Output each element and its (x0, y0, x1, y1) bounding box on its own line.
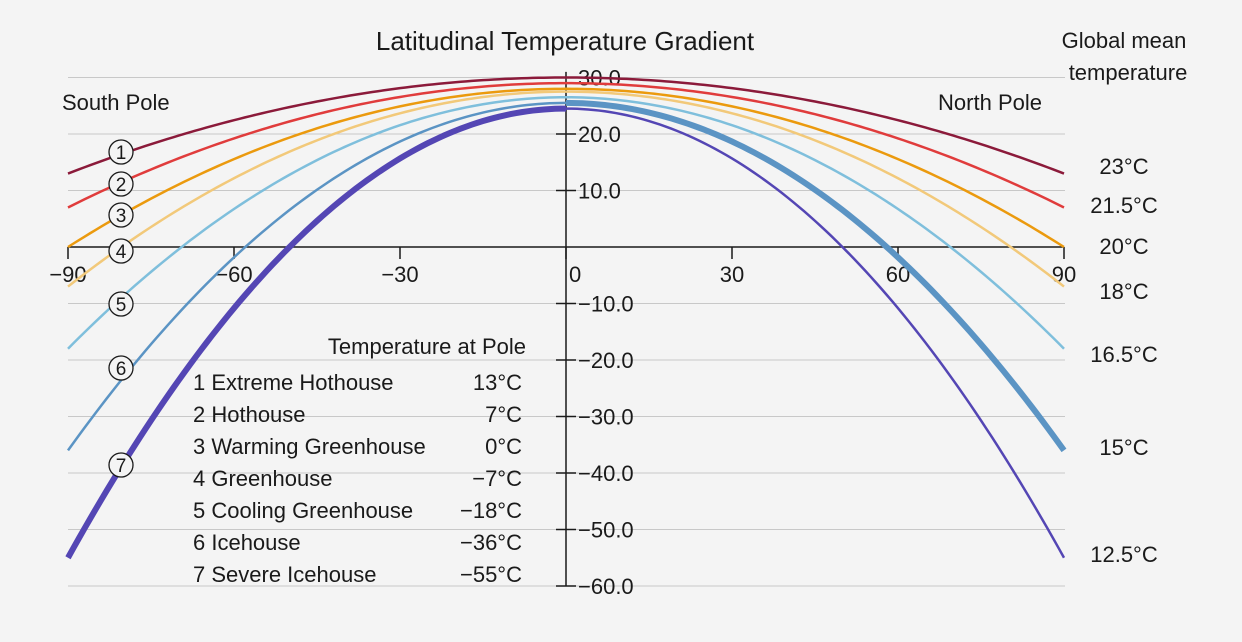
y-tick-label: −50.0 (578, 518, 634, 543)
series-marker-circle (108, 171, 134, 197)
x-tick-label: −60 (215, 262, 252, 287)
series-marker-number: 4 (116, 242, 127, 263)
x-tick-label: −90 (49, 262, 86, 287)
legend-entry-value: 0°C (485, 434, 522, 459)
y-tick-label: −40.0 (578, 461, 634, 486)
x-tick-label: 30 (720, 262, 744, 287)
y-tick-label: 10.0 (578, 179, 621, 204)
legend-entry-value: 13°C (473, 370, 522, 395)
global-mean-label: 16.5°C (1090, 342, 1158, 367)
legend-entry-label: 4 Greenhouse (193, 466, 332, 491)
series-line-6-south (66, 101, 567, 452)
legend-entry-label: 5 Cooling Greenhouse (193, 498, 413, 523)
series-line-3 (67, 87, 1065, 249)
global-mean-label: 20°C (1099, 234, 1148, 259)
series-marker-circle (108, 139, 134, 165)
legend-entry-value: −36°C (460, 530, 522, 555)
legend-entry-value: −55°C (460, 562, 522, 587)
series-layer: 1 2 3 4 5 6 7 23°C 21.5°C 20°C 18°C 16.5°C 15°C 12.5°… (65, 76, 1158, 567)
series-marker-number: 6 (116, 359, 127, 380)
series-marker-circle (108, 452, 134, 478)
series-line-2 (67, 81, 1065, 209)
series-line-7-south (65, 105, 567, 560)
series-marker-number: 2 (116, 175, 127, 196)
text-layer: Latitudinal Temperature Gradient Global … (62, 26, 1187, 359)
x-tick-label: 0 (569, 262, 581, 287)
series-line-6-north (565, 99, 1067, 453)
series-marker-number: 3 (116, 206, 127, 227)
global-mean-label: 18°C (1099, 279, 1148, 304)
x-tick-label: −30 (381, 262, 418, 287)
series-marker-circle (108, 291, 134, 317)
legend-header: Temperature at Pole (328, 334, 526, 359)
series-marker-number: 7 (116, 456, 127, 477)
series-marker-number: 5 (116, 295, 127, 316)
y-tick-label: 20.0 (578, 122, 621, 147)
legend-entry-label: 7 Severe Icehouse (193, 562, 376, 587)
series-marker-circle (108, 355, 134, 381)
chart-title: Latitudinal Temperature Gradient (376, 26, 755, 56)
series-line-1 (67, 76, 1065, 175)
x-tick-label: 90 (1052, 262, 1076, 287)
right-header-line-1: Global mean (1062, 28, 1187, 53)
series-marker-number: 1 (116, 143, 127, 164)
series-marker-circle (108, 202, 134, 228)
legend-entry-label: 6 Icehouse (193, 530, 301, 555)
y-tick-label: −60.0 (578, 574, 634, 599)
south-pole-label: South Pole (62, 90, 170, 115)
legend: 1 Extreme Hothouse 13°C 2 Hothouse 7°C 3 War… (193, 370, 522, 587)
series-marker-circle (108, 238, 134, 264)
global-mean-label: 23°C (1099, 154, 1148, 179)
series-line-7-north (565, 107, 1066, 559)
y-tick-label: −30.0 (578, 405, 634, 430)
global-mean-label: 21.5°C (1090, 193, 1158, 218)
axes-layer: −90 −60 −30 0 30 60 9030.020.010.0−10.0−20.0−3… (49, 66, 1076, 600)
legend-entry-label: 1 Extreme Hothouse (193, 370, 394, 395)
legend-entry-value: −7°C (472, 466, 522, 491)
series-line-5 (67, 96, 1065, 350)
north-pole-label: North Pole (938, 90, 1042, 115)
series-line-4 (67, 90, 1065, 288)
right-header-line-2: temperature (1069, 60, 1188, 85)
y-tick-label: −20.0 (578, 348, 634, 373)
legend-entry-label: 2 Hothouse (193, 402, 306, 427)
global-mean-label: 15°C (1099, 435, 1148, 460)
legend-entry-label: 3 Warming Greenhouse (193, 434, 426, 459)
y-tick-label: −10.0 (578, 292, 634, 317)
legend-entry-value: 7°C (485, 402, 522, 427)
global-mean-label: 12.5°C (1090, 542, 1158, 567)
legend-entry-value: −18°C (460, 498, 522, 523)
